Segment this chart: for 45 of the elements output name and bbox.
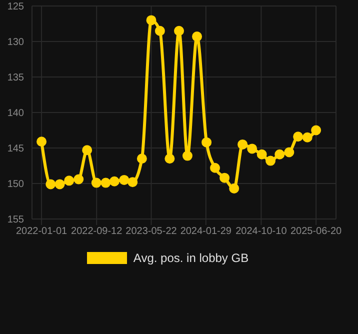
point — [266, 156, 276, 166]
point — [82, 145, 92, 156]
y-tick-label: 155 — [7, 214, 24, 226]
point — [238, 139, 248, 150]
y-tick-label: 135 — [7, 72, 24, 84]
point — [100, 178, 111, 188]
point — [284, 147, 294, 158]
x-tick-label: 2023-05-22 — [126, 226, 178, 238]
legend-label: Avg. pos. in lobby GB — [133, 251, 249, 265]
point — [136, 154, 147, 164]
point — [210, 162, 220, 173]
point — [146, 15, 156, 26]
point — [229, 183, 240, 194]
point — [182, 150, 192, 161]
point — [164, 154, 175, 164]
x-tick-label: 2024-01-29 — [180, 226, 232, 238]
point — [192, 32, 202, 42]
point — [256, 149, 267, 160]
y-tick-label: 150 — [7, 179, 24, 190]
point — [36, 136, 47, 147]
point — [247, 144, 258, 154]
point — [109, 176, 120, 186]
point — [54, 179, 65, 190]
point — [220, 172, 230, 183]
x-tick-label: 2022-09-12 — [71, 226, 123, 238]
point — [293, 132, 304, 142]
point — [119, 174, 130, 185]
x-tick-label: 2024-10-10 — [236, 226, 288, 238]
x-tick-label: 2025-06-20 — [290, 226, 342, 238]
y-tick-label: 140 — [7, 108, 24, 120]
x-tick-label: 2022-01-01 — [16, 226, 68, 238]
y-tick-label: 130 — [7, 37, 24, 48]
point — [202, 137, 212, 148]
point — [311, 125, 322, 136]
y-tick-label: 145 — [7, 144, 24, 155]
y-tick-label: 125 — [7, 2, 24, 13]
point — [91, 178, 102, 188]
point — [128, 177, 138, 188]
point — [46, 179, 56, 190]
point — [154, 26, 165, 36]
point — [64, 176, 74, 186]
point — [74, 174, 84, 184]
point — [174, 26, 184, 36]
point — [302, 132, 312, 142]
point — [274, 149, 285, 160]
